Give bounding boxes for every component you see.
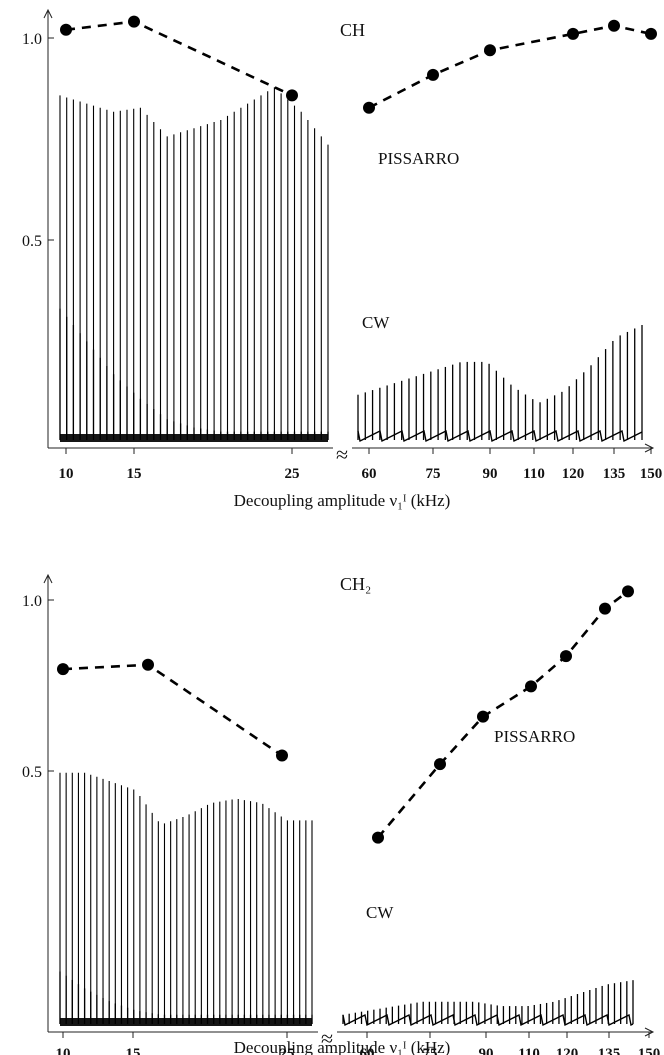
x-tick-label: 25	[280, 1046, 295, 1055]
cw-spectrum-label: CW	[362, 313, 390, 332]
series-line-pissarro	[62, 663, 283, 757]
panel-ch2-pissarro-series	[57, 585, 634, 844]
pissarro-spectrum-label: PISSARRO	[494, 727, 575, 746]
panel-ch2-spectra	[59, 772, 634, 1027]
panel-ch-x-axis-arrow	[644, 443, 655, 453]
x-tick-label: 110	[518, 1046, 540, 1055]
panel-ch2-xticks	[62, 1032, 650, 1038]
panel-ch: 1.0 0.5 10 15 25 60 75 90 110 120 135 15…	[22, 8, 663, 510]
axis-break-symbol: ≈	[336, 442, 348, 467]
panel-ch-ytick-label: 0.5	[22, 233, 42, 250]
cw-spectrum-label: CW	[366, 903, 394, 922]
panel-ch-xtick-labels: 10 15 25 60 75 90 110 120 135 150	[59, 466, 663, 482]
spectrum-baseline-noise	[60, 1018, 312, 1026]
panel-ch2-ytick-label: 0.5	[22, 764, 42, 781]
panel-ch2-x-axis-arrow	[644, 1027, 655, 1037]
x-tick-label: 25	[285, 466, 300, 482]
x-tick-label: 150	[638, 1046, 661, 1055]
data-point	[57, 663, 69, 676]
panel-ch2-ytick-label: 1.0	[22, 593, 42, 610]
axis-break-symbol: ≈	[321, 1026, 333, 1051]
x-tick-label: 150	[640, 466, 663, 482]
pissarro-spectrum-label: PISSARRO	[378, 149, 459, 168]
data-point	[434, 758, 446, 771]
x-tick-label: 60	[362, 466, 377, 482]
panel-ch2-x-axis-label: Decoupling amplitude ν₁ᴵ (kHz)	[234, 1038, 451, 1055]
data-point	[427, 68, 439, 81]
x-tick-label: 60	[360, 1046, 375, 1055]
data-point	[276, 749, 288, 762]
x-tick-label: 120	[556, 1046, 579, 1055]
panel-ch-y-axis-arrow	[43, 8, 53, 19]
x-tick-label: 15	[127, 466, 142, 482]
data-point	[142, 658, 154, 671]
x-tick-label: 110	[523, 466, 545, 482]
x-tick-label: 15	[126, 1046, 141, 1055]
data-point	[60, 23, 72, 36]
panel-ch-spectra	[59, 87, 643, 443]
data-point	[128, 15, 140, 28]
x-tick-label: 75	[426, 466, 441, 482]
data-point	[286, 89, 298, 102]
spectrum-baseline-noise	[342, 1013, 634, 1027]
panel-ch2-title: CH₂	[340, 574, 371, 594]
data-point	[477, 710, 489, 723]
data-point	[484, 44, 496, 57]
data-point	[608, 19, 620, 32]
series-line-pissarro	[65, 20, 293, 97]
panel-ch2-xtick-labels: 10 15 25 60 75 90 110 120 135 150	[56, 1046, 661, 1055]
data-point	[567, 27, 579, 40]
panel-ch-pissarro-series	[60, 15, 657, 114]
panel-ch-xticks	[65, 448, 652, 454]
panel-ch2-y-axis-arrow	[43, 573, 53, 584]
panel-ch-x-axis-label: Decoupling amplitude ν₁ᴵ (kHz)	[234, 491, 451, 510]
x-tick-label: 120	[562, 466, 585, 482]
panel-ch-title: CH	[340, 20, 365, 40]
x-tick-label: 90	[479, 1046, 494, 1055]
data-point	[560, 650, 572, 663]
x-tick-label: 135	[603, 466, 626, 482]
series-line-pissarro	[377, 590, 629, 839]
x-tick-label: 10	[56, 1046, 71, 1055]
panel-ch2: 1.0 0.5 10 15 25 60 75 90 110 120 135 15…	[22, 573, 661, 1055]
x-tick-label: 75	[423, 1046, 438, 1055]
data-point	[622, 585, 634, 598]
x-tick-label: 90	[483, 466, 498, 482]
series-line-pissarro	[368, 24, 652, 109]
x-tick-label: 135	[598, 1046, 621, 1055]
spectrum-baseline-noise	[357, 429, 643, 443]
data-point	[525, 680, 537, 693]
data-point	[363, 101, 375, 114]
x-tick-label: 10	[59, 466, 74, 482]
data-point	[599, 602, 611, 615]
data-point	[645, 27, 657, 40]
panel-ch-ytick-label: 1.0	[22, 31, 42, 48]
data-point	[372, 831, 384, 844]
